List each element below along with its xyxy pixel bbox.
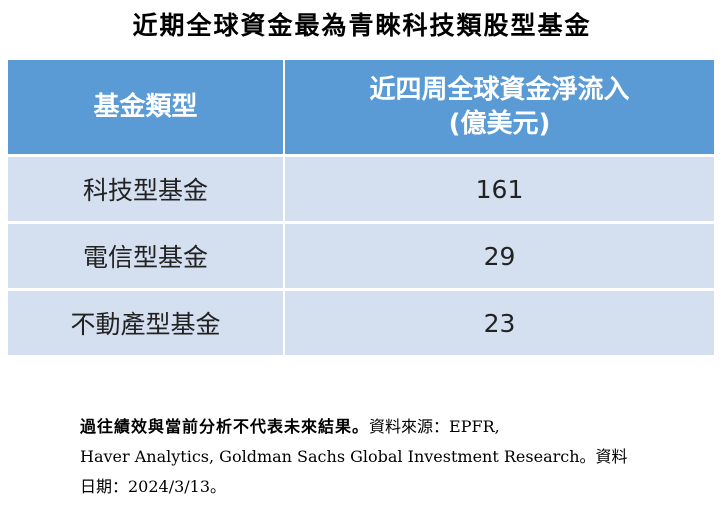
row-category: 不動產型基金 (8, 288, 285, 355)
row-category: 電信型基金 (8, 221, 285, 290)
header-net-inflow: 近四周全球資金淨流入 (億美元) (284, 60, 714, 157)
chart-title: 近期全球資金最為青睞科技類股型基金 (132, 11, 592, 40)
row-value: 23 (284, 288, 714, 355)
table-row: 電信型基金 29 (8, 221, 714, 290)
header-fund-type: 基金類型 (8, 60, 285, 157)
table-header-row: 基金類型 近四周全球資金淨流入 (億美元) (8, 60, 714, 157)
table-row: 不動產型基金 23 (8, 288, 714, 355)
header-net-inflow-label: 近四周全球資金淨流入 (369, 75, 630, 105)
source-note: 過往績效與當前分析不代表未來結果。資料來源：EPFR, Haver Analyt… (80, 412, 716, 502)
source-text-2: Haver Analytics, Goldman Sachs Global In… (80, 447, 628, 466)
header-net-inflow-unit: (億美元) (448, 109, 551, 139)
row-category: 科技型基金 (8, 154, 285, 223)
row-value: 161 (284, 154, 714, 223)
source-text-1: 資料來源：EPFR, (369, 417, 500, 436)
table-row: 科技型基金 161 (8, 154, 714, 223)
source-text-3: 日期：2024/3/13。 (80, 477, 227, 496)
fund-flow-table: 基金類型 近四周全球資金淨流入 (億美元) 科技型基金 161 電信型基金 29… (8, 60, 714, 355)
disclaimer-text: 過往績效與當前分析不代表未來結果。 (80, 417, 370, 436)
row-value: 29 (284, 221, 714, 290)
